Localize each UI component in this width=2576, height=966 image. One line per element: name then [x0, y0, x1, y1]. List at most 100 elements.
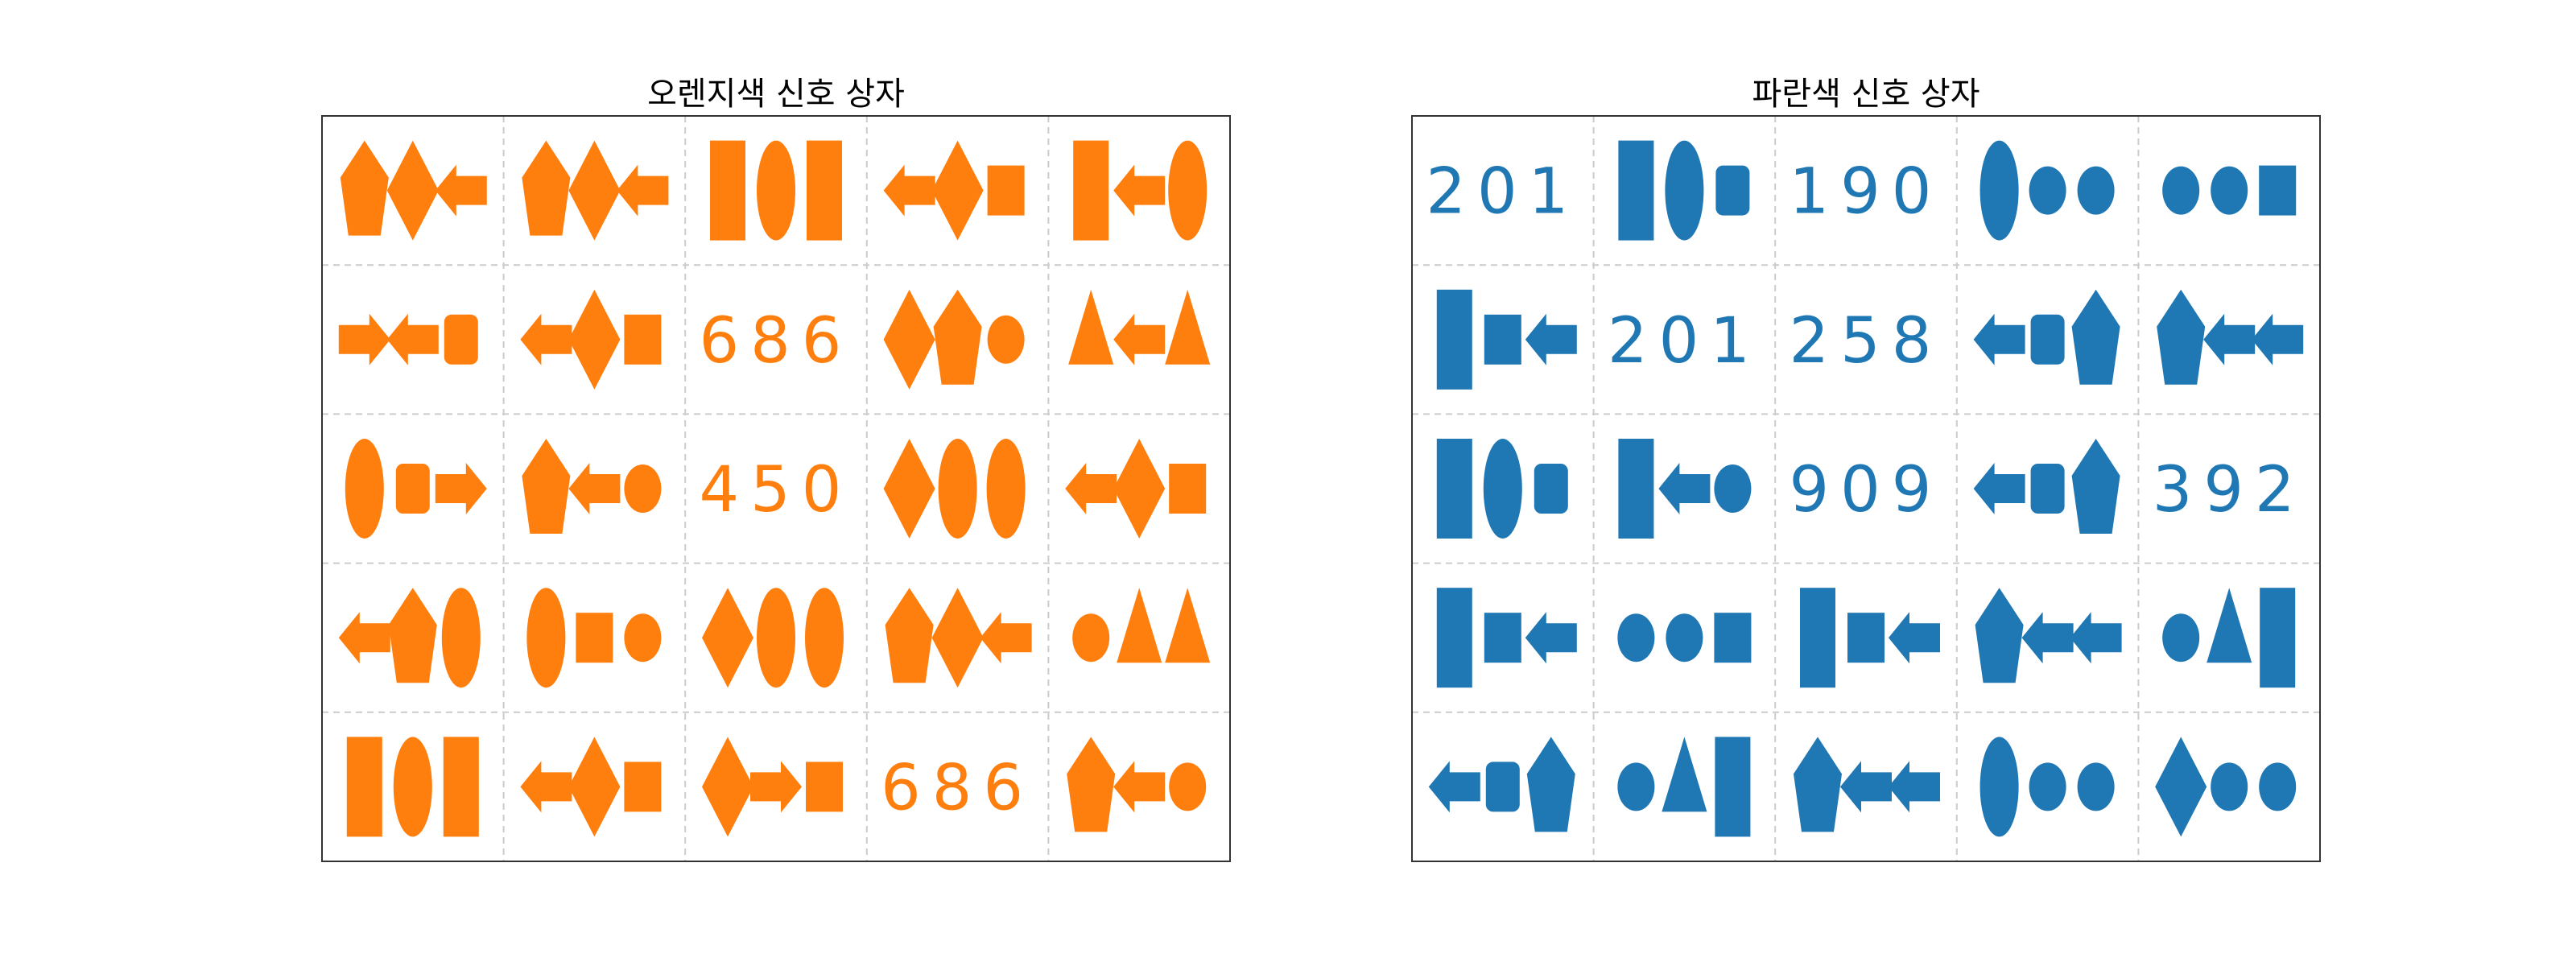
ellipse-shape [1979, 737, 2019, 837]
cell-number: 201 [1608, 305, 1761, 378]
ellipse-shape [757, 140, 795, 241]
triangle-shape [2207, 588, 2252, 663]
grid-cell: 190 [1790, 156, 1932, 229]
grid-cell: 201 [1608, 305, 1761, 378]
diamond-shape [931, 588, 984, 688]
circle-shape [2077, 762, 2115, 811]
grid-cell [338, 313, 478, 365]
grid-cell [1973, 439, 2120, 534]
grid-cell [2162, 165, 2297, 216]
grid-cell [1979, 737, 2115, 837]
cell-number: 258 [1790, 305, 1943, 378]
pentagon-shape [933, 289, 982, 385]
arrow-left-shape [568, 463, 621, 514]
arrow-left-shape [1840, 761, 1892, 813]
square-shape [576, 613, 613, 663]
arrow-right-shape [435, 463, 487, 514]
square-shape [1169, 464, 1207, 514]
arrow-left-shape [386, 313, 439, 365]
grid-cell: 201 [1426, 156, 1568, 229]
ellipse-shape [441, 588, 481, 688]
grid-cell [885, 588, 1032, 688]
grid-cell [522, 439, 662, 534]
arrow-left-shape [1889, 761, 1940, 813]
arrow-left-shape [435, 164, 487, 217]
circle-shape [1714, 464, 1752, 513]
rect-tall-shape [346, 737, 382, 837]
circle-shape [624, 613, 662, 663]
triangle-shape [1165, 289, 1211, 365]
blue-panel-title: 파란색 신호 상자 [1752, 76, 1980, 113]
grid-cell: 686 [881, 752, 1034, 824]
ellipse-shape [1665, 140, 1704, 241]
square-shape [806, 762, 843, 812]
triangle-shape [1165, 588, 1211, 663]
grid-cell [526, 588, 662, 688]
arrow-left-shape [520, 313, 572, 365]
grid-cell [1979, 140, 2115, 241]
ellipse-shape [345, 439, 384, 539]
grid-cell [340, 140, 487, 241]
panel-frame [321, 115, 1231, 862]
cell-number: 392 [2153, 454, 2306, 526]
rect-tall-shape [443, 737, 479, 837]
arrow-left-shape [1658, 463, 1711, 514]
pentagon-shape [522, 140, 571, 236]
square-shape [624, 314, 662, 365]
arrow-left-shape [1973, 313, 2025, 365]
arrow-left-shape [1428, 761, 1480, 813]
rounded-rect-shape [444, 314, 478, 365]
arrow-left-shape [520, 761, 572, 813]
pentagon-shape [1526, 737, 1575, 832]
grid-cell [1067, 737, 1207, 832]
grid-cell: 258 [1790, 305, 1943, 378]
circle-shape [2029, 762, 2066, 811]
cell-number: 450 [700, 454, 853, 526]
square-shape [987, 165, 1025, 216]
grid-cell [883, 289, 1025, 390]
grid-cell [1073, 140, 1208, 241]
rounded-rect-shape [2030, 314, 2065, 365]
arrow-left-shape [1113, 761, 1166, 813]
cell-number: 909 [1790, 454, 1943, 526]
orange-signal-box: 686 450 686 [321, 115, 1231, 862]
circle-shape [2211, 166, 2248, 215]
circle-shape [1169, 762, 1207, 811]
grid-cell [1617, 737, 1751, 837]
arrow-left-shape [980, 612, 1032, 664]
rect-tall-shape [1715, 737, 1751, 837]
circle-shape [2162, 166, 2200, 215]
pentagon-shape [2157, 289, 2206, 385]
grid-cell [883, 140, 1025, 241]
arrow-left-shape [617, 164, 669, 217]
diamond-shape [702, 588, 753, 688]
arrow-left-shape [1525, 313, 1577, 365]
diamond-shape [2155, 737, 2207, 837]
grid-cell [1436, 439, 1568, 539]
ellipse-shape [1979, 140, 2019, 241]
grid-cell [1794, 737, 1940, 832]
circle-shape [2029, 166, 2066, 215]
grid-cell [1617, 613, 1752, 663]
ellipse-shape [393, 737, 432, 837]
diamond-shape [568, 737, 621, 837]
circle-shape [1666, 613, 1703, 663]
circle-shape [987, 315, 1025, 364]
grid-cell [346, 737, 479, 837]
circle-shape [2211, 762, 2248, 811]
grid-cell [2155, 737, 2297, 837]
square-shape [1484, 314, 1521, 365]
diamond-shape [702, 737, 753, 837]
grid-cell [345, 439, 487, 539]
circle-shape [2162, 613, 2200, 663]
pentagon-shape [1067, 737, 1116, 832]
arrow-left-shape [1973, 463, 2025, 514]
arrow-left-shape [2021, 612, 2074, 664]
square-shape [1714, 613, 1752, 663]
grid-cell [1436, 289, 1577, 390]
arrow-right-shape [338, 313, 390, 365]
square-shape [624, 762, 662, 812]
rect-tall-shape [710, 140, 745, 241]
cell-number: 686 [881, 752, 1034, 824]
arrow-left-shape [1113, 313, 1166, 365]
